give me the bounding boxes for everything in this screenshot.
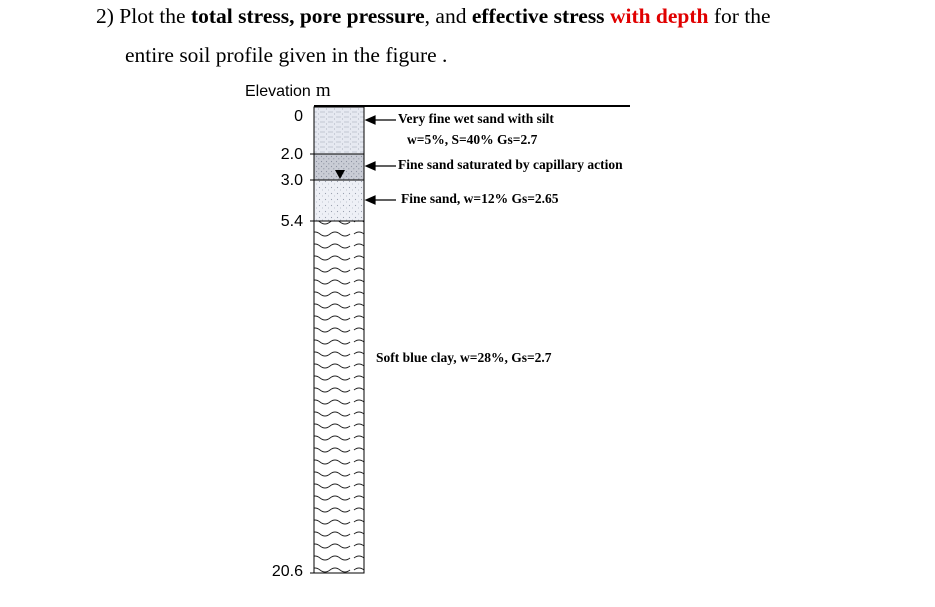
layer-very-fine-sand xyxy=(313,106,365,155)
elevation-unit: m xyxy=(315,80,331,101)
label-layer-3: Fine sand, w=12% Gs=2.65 xyxy=(401,191,559,206)
water-table-icon xyxy=(335,170,345,179)
label-layer-1-line2: w=5%, S=40% Gs=2.7 xyxy=(407,132,538,147)
layer-fine-sand xyxy=(313,179,365,222)
question-line-1: 2) Plot the total stress, pore pressure,… xyxy=(96,3,771,29)
label-layer-4: Soft blue clay, w=28%, Gs=2.7 xyxy=(376,350,552,365)
question-line-2: entire soil profile given in the figure … xyxy=(125,43,448,67)
elevation-title: Elevation m xyxy=(245,80,331,102)
elevation-3: 3.0 xyxy=(280,172,303,189)
arrow-icon-3 xyxy=(364,195,376,205)
label-layer-1-line1: Very fine wet sand with silt xyxy=(398,111,554,126)
question-text-5: with depth xyxy=(609,4,709,28)
question-text-4: effective stress xyxy=(471,4,605,28)
question-text-1: Plot the xyxy=(119,4,191,28)
elevation-20-6: 20.6 xyxy=(271,563,303,580)
label-layer-2: Fine sand saturated by capillary action xyxy=(398,157,623,172)
question-text-3: , and xyxy=(424,4,472,28)
elevation-title-text: Elevation xyxy=(245,83,311,100)
arrow-icon-1 xyxy=(364,115,376,125)
elevation-0: 0 xyxy=(294,108,303,125)
elevation-5-4: 5.4 xyxy=(280,213,303,230)
question-number: 2) xyxy=(96,4,114,28)
question-text-2: total stress, pore pressure xyxy=(190,4,425,28)
arrow-icon-2 xyxy=(364,161,376,171)
layer-soft-clay xyxy=(313,220,365,574)
question-text-6: for the xyxy=(713,4,771,28)
elevation-2: 2.0 xyxy=(280,146,303,163)
